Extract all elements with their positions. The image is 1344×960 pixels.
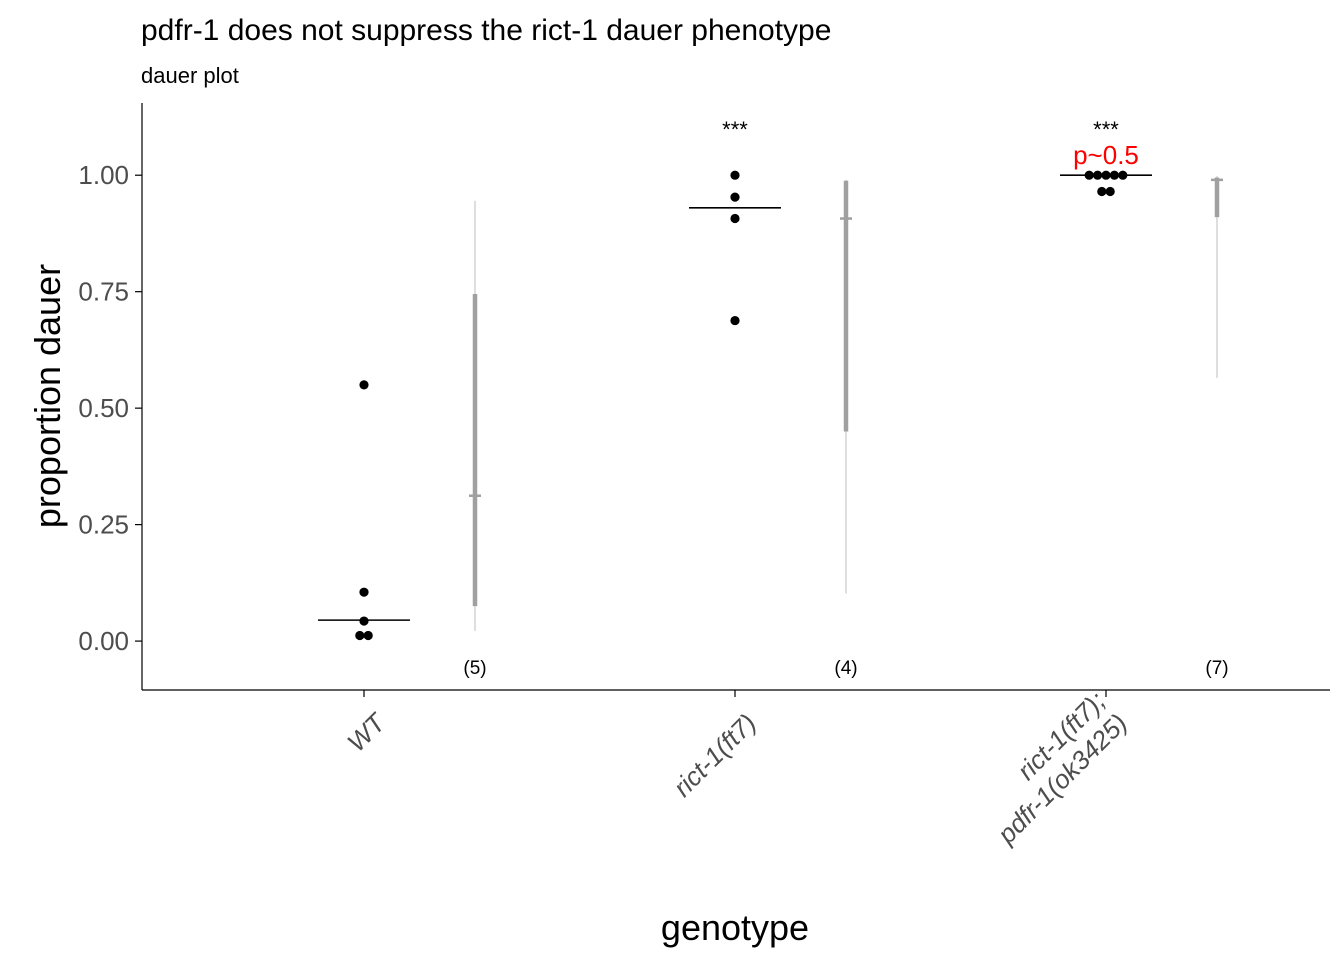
y-tick-label: 0.75 (78, 277, 129, 307)
data-point (730, 213, 740, 224)
data-point (1109, 170, 1119, 180)
sample-size-label: (4) (834, 658, 857, 679)
data-point (1097, 186, 1107, 197)
data-point (359, 380, 369, 390)
x-axis: WT rict-1(ft7) rict-1(ft7);pdfr-1(ok3425) (142, 686, 1330, 850)
x-tick-label-line: WT (341, 706, 392, 757)
significance-label: *** (1093, 117, 1119, 142)
data-point (1101, 170, 1111, 180)
data-point (1093, 170, 1103, 180)
data-point (359, 587, 369, 597)
data-point (359, 616, 369, 626)
data-point (730, 170, 740, 180)
y-axis: 0.00 0.25 0.50 0.75 1.00 (78, 103, 143, 690)
data-point (1118, 170, 1128, 180)
sample-size-label: (7) (1205, 658, 1228, 679)
x-tick-label: rict-1(ft7) (667, 708, 762, 803)
y-tick-label: 0.50 (78, 393, 129, 423)
data-point (730, 192, 740, 202)
plot-area: (5) (4)***(7)***p~0.5 (318, 117, 1229, 679)
x-axis-title: genotype (661, 907, 809, 948)
data-point (730, 315, 740, 326)
x-tick-label: rict-1(ft7);pdfr-1(ok3425) (969, 686, 1133, 850)
chart-subtitle: dauer plot (141, 63, 239, 88)
data-point (363, 630, 373, 641)
p-value-label: p~0.5 (1073, 140, 1139, 170)
y-tick-label: 0.25 (78, 510, 129, 540)
data-point (1105, 186, 1115, 197)
chart-title: pdfr-1 does not suppress the rict-1 daue… (141, 14, 831, 47)
y-tick-label: 0.00 (78, 626, 129, 656)
y-tick-label: 1.00 (78, 160, 129, 190)
significance-label: *** (722, 117, 748, 142)
y-axis-title: proportion dauer (27, 264, 68, 528)
data-point (355, 630, 365, 641)
sample-size-label: (5) (463, 658, 486, 679)
x-tick-label: WT (341, 706, 392, 757)
x-tick-label-line: rict-1(ft7) (667, 708, 762, 803)
data-point (1084, 170, 1094, 180)
